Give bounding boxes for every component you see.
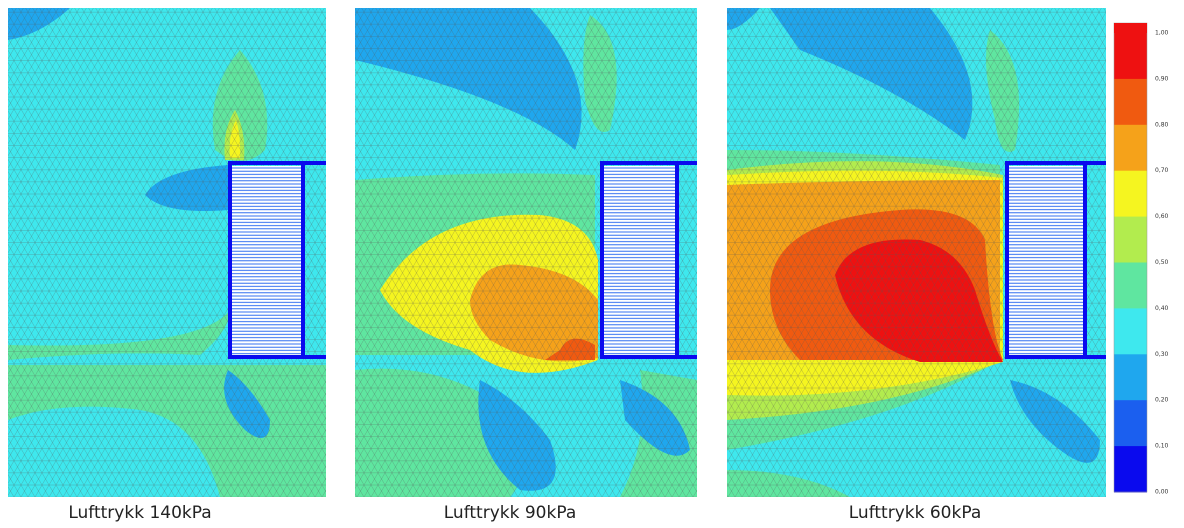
colorbar-cap [1114, 23, 1147, 33]
colorbar-band [1114, 33, 1147, 79]
caption: Lufttrykk 90kPa [444, 503, 577, 523]
colorbar-band [1114, 217, 1147, 263]
panel-1 [8, 8, 326, 497]
colorbar-band [1114, 79, 1147, 125]
colorbar-label: 0,00 [1155, 489, 1169, 496]
panel-3 [727, 8, 1106, 497]
colorbar-label: 0,20 [1155, 397, 1169, 404]
colorbar-label: 0,90 [1155, 75, 1169, 82]
panel-2 [355, 8, 697, 497]
colorbar-band [1114, 446, 1147, 492]
caption: Lufttrykk 140kPa [68, 503, 211, 523]
figure: 1,00 0,90 0,80 0,70 0,60 0,50 0,40 0,30 0,20 0,10… [0, 0, 1184, 528]
caption: Lufttrykk 60kPa [849, 503, 982, 523]
colorbar-label: 0,10 [1155, 443, 1169, 450]
colorbar: 1,00 0,90 0,80 0,70 0,60 0,50 0,40 0,30 0,20 0,10… [1114, 23, 1169, 496]
colorbar-label: 0,80 [1155, 121, 1169, 128]
colorbar-band [1114, 125, 1147, 171]
colorbar-band [1114, 308, 1147, 354]
colorbar-label: 0,50 [1155, 259, 1169, 266]
colorbar-band [1114, 400, 1147, 446]
colorbar-label: 0,70 [1155, 167, 1169, 174]
colorbar-band [1114, 171, 1147, 217]
colorbar-band [1114, 263, 1147, 309]
colorbar-label: 0,30 [1155, 351, 1169, 358]
colorbar-label: 1,00 [1155, 30, 1169, 37]
colorbar-label: 0,40 [1155, 305, 1169, 312]
colorbar-band [1114, 354, 1147, 400]
colorbar-label: 0,60 [1155, 213, 1169, 220]
